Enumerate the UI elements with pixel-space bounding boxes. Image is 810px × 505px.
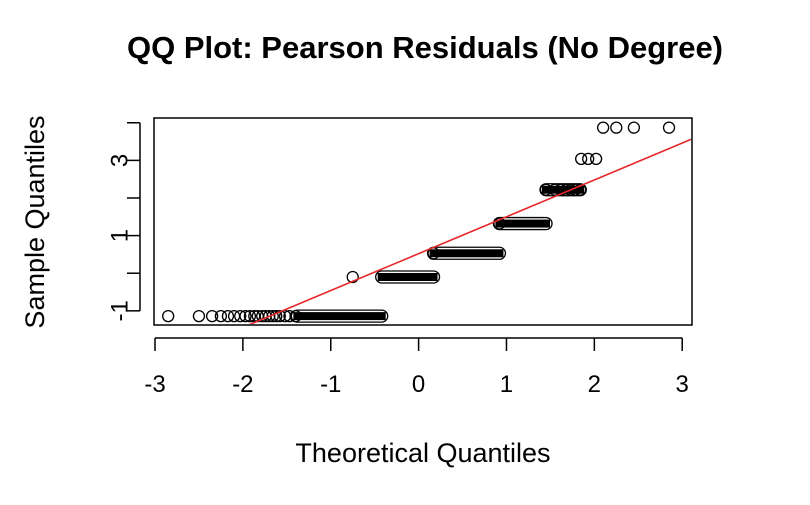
data-point [554,183,568,196]
data-point [273,309,286,323]
point-band-outline [290,309,389,323]
y-tick-label: 3 [107,154,134,167]
plot-frame [153,117,693,326]
x-tick-label: 2 [588,371,601,398]
x-tick-label: -2 [232,371,253,398]
y-axis: -1 1 3 [107,122,141,322]
x-tick-label: 3 [676,371,689,398]
data-point [662,121,676,134]
point-band-fill [542,185,585,194]
data-point [289,309,302,323]
data-point [234,309,247,323]
data-point [192,309,206,323]
reference-line [248,138,691,324]
x-tick-label: -1 [320,371,341,398]
data-point [574,183,587,196]
x-tick-label: 1 [500,371,513,398]
data-point [227,309,241,323]
chart-title: QQ Plot: Pearson Residuals (No Degree) [127,30,723,65]
data-point [610,121,623,134]
data-point [221,309,235,323]
data-point [493,217,506,230]
data-point [214,309,228,323]
point-band-fill [429,249,504,258]
data-point [564,183,577,196]
data-point [596,121,610,134]
point-band-fill [293,312,386,321]
data-point [243,309,257,323]
data-point [239,309,252,323]
point-band-outline [375,270,441,284]
y-tick-label: 1 [107,229,134,242]
data-point [266,309,279,323]
data-points [162,121,676,323]
data-point [283,309,296,323]
point-band-fill [495,219,551,228]
data-point [589,152,603,166]
data-point [346,270,359,284]
x-tick-label: -3 [144,371,165,398]
y-tick-label: -1 [107,300,134,321]
data-point [205,309,219,323]
data-point [627,121,641,134]
y-axis-label: Sample Quantiles [20,115,50,328]
data-point [575,152,588,166]
x-tick-label: 0 [412,371,425,398]
data-point [582,152,595,166]
x-axis: -3 -2 -1 0 1 2 3 [144,337,689,398]
data-point [162,309,175,323]
point-band-fill [377,272,438,281]
data-point [539,183,553,196]
x-axis-label: Theoretical Quantiles [295,438,550,468]
